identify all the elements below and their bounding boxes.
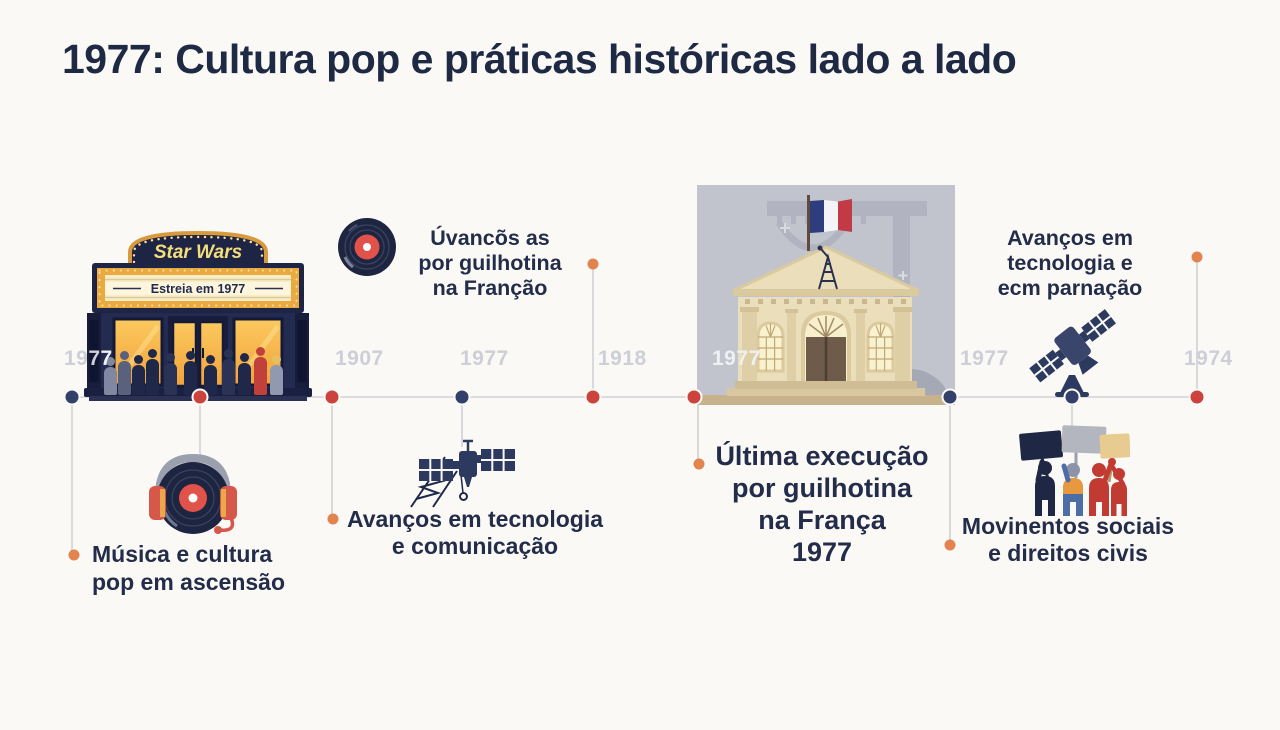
note-bullet — [944, 539, 956, 551]
theater-person — [254, 347, 267, 395]
courthouse-door — [801, 311, 851, 381]
note-musica-pop: Música e cultura pop em ascensão — [92, 541, 286, 595]
vinyl-record-icon — [338, 218, 396, 276]
satellite-dish-icon — [1029, 309, 1116, 397]
timeline-connector — [199, 397, 201, 468]
person-head — [206, 355, 215, 364]
year-label: 1918 — [598, 347, 647, 370]
person-head — [106, 357, 115, 366]
person-body — [146, 359, 159, 395]
timeline-connector — [949, 397, 951, 545]
note-tecnologia-comunicacao: Avanços em tecnologia e comunicação — [346, 506, 604, 559]
person-head — [256, 347, 265, 356]
theater-person — [238, 353, 251, 395]
year-label: 1977 — [460, 347, 509, 370]
person-head — [166, 353, 175, 362]
timeline-dot — [63, 388, 81, 406]
person-body — [184, 361, 197, 395]
timeline-dot — [453, 388, 471, 406]
marquee-subtitle-text: Estreia em 1977 — [151, 282, 246, 296]
note-bullet — [1191, 251, 1203, 263]
person-body — [164, 363, 177, 395]
person-body — [238, 363, 251, 395]
theater-person — [132, 355, 145, 395]
courthouse-window — [866, 321, 895, 373]
satellite-icon — [410, 439, 515, 508]
timeline-axis — [72, 396, 1197, 398]
note-bullet — [587, 258, 599, 270]
note-avancos-top: Úvancõs as por guilhotina na Franção — [418, 226, 562, 300]
person-body — [118, 361, 131, 395]
year-label: 1977 — [64, 347, 113, 370]
person-body — [222, 359, 235, 395]
protest-sign — [1061, 425, 1107, 454]
note-ultima-execucao: Última execução por guilhotina na França… — [715, 441, 929, 567]
note-bullet — [68, 549, 80, 561]
note-movimentos-sociais: Movinentos sociais e direitos civis — [961, 513, 1175, 566]
timeline-connector — [697, 397, 699, 464]
timeline-connector — [1196, 257, 1198, 397]
theater-person — [104, 357, 117, 395]
protest-group-icon — [1019, 425, 1130, 516]
courthouse-illustration — [697, 185, 955, 405]
timeline-dot — [323, 388, 341, 406]
person-head — [120, 351, 129, 360]
theater-person — [222, 349, 235, 395]
theater-person — [118, 351, 131, 395]
person-head — [186, 351, 195, 360]
theater-person — [164, 353, 177, 395]
year-label: 1974 — [1184, 347, 1233, 370]
note-avancos-right: Avanços em tecnologia e ecm parnação — [997, 226, 1143, 300]
theater-crowd — [84, 230, 312, 402]
year-label: 1907 — [335, 347, 384, 370]
timeline-dot — [941, 388, 959, 406]
year-label: 1977 — [712, 347, 761, 370]
timeline-dot — [1063, 388, 1081, 406]
timeline-connector — [1071, 397, 1073, 447]
person-body — [132, 365, 145, 395]
timeline-dot — [191, 388, 209, 406]
person-head — [224, 349, 233, 358]
theater-person — [184, 351, 197, 395]
marquee-bulbs — [132, 235, 264, 264]
timeline-dot — [1188, 388, 1206, 406]
french-flag-icon — [807, 195, 852, 251]
timeline-dot — [584, 388, 602, 406]
theater-person — [270, 355, 283, 395]
page-title: 1977: Cultura pop e práticas históricas … — [62, 36, 1017, 82]
note-bullet — [693, 458, 705, 470]
year-label: 1977 — [960, 347, 1009, 370]
person-head — [272, 355, 281, 364]
theater-person — [204, 355, 217, 395]
timeline-connector — [461, 397, 463, 447]
marquee-title-text: Star Wars — [154, 242, 242, 263]
person-body — [270, 365, 283, 395]
person-head — [148, 349, 157, 358]
theater-person — [146, 349, 159, 395]
person-head — [240, 353, 249, 362]
timeline-connector — [71, 397, 73, 553]
person-body — [204, 365, 217, 395]
timeline-dot — [685, 388, 703, 406]
courthouse-window — [756, 321, 785, 373]
protest-sign — [1099, 433, 1130, 459]
timeline-connector — [331, 397, 333, 519]
protest-sign — [1019, 430, 1063, 461]
person-head — [134, 355, 143, 364]
roof-tower-icon — [818, 248, 838, 290]
person-body — [104, 367, 117, 395]
person-body — [254, 357, 267, 395]
headphones-vinyl-icon — [149, 453, 237, 534]
timeline-connector — [592, 264, 594, 397]
note-bullet — [327, 513, 339, 525]
